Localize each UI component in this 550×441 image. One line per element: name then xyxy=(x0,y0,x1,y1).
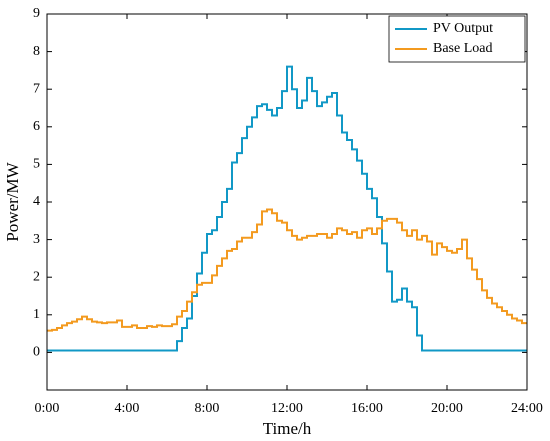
line-series xyxy=(47,65,527,352)
x-tick-label: 20:00 xyxy=(431,401,463,416)
y-axis-title: Power/MW xyxy=(3,161,22,241)
y-tick-label: 2 xyxy=(33,269,40,284)
legend-label: PV Output xyxy=(433,21,493,36)
x-tick-label: 8:00 xyxy=(195,401,220,416)
y-tick-label: 6 xyxy=(33,119,40,134)
x-tick-label: 4:00 xyxy=(115,401,140,416)
plot-frame xyxy=(46,13,528,391)
legend-box xyxy=(388,15,526,63)
y-tick-label: 1 xyxy=(33,307,40,322)
x-tick-label: 12:00 xyxy=(271,401,303,416)
y-tick-label: 4 xyxy=(33,194,40,209)
y-tick-label: 7 xyxy=(33,81,40,96)
x-tick-label: 16:00 xyxy=(351,401,383,416)
y-tick-label: 8 xyxy=(33,44,40,59)
legend-label: Base Load xyxy=(433,41,492,56)
x-tick-label: 24:00 xyxy=(511,401,543,416)
y-tick-label: 3 xyxy=(33,232,40,247)
y-tick-label: 9 xyxy=(33,6,40,21)
x-tick-label: 0:00 xyxy=(35,401,60,416)
y-tick-label: 0 xyxy=(33,345,40,360)
line-series xyxy=(47,208,527,332)
x-axis-title: Time/h xyxy=(263,419,312,438)
y-tick-label: 5 xyxy=(33,157,40,172)
